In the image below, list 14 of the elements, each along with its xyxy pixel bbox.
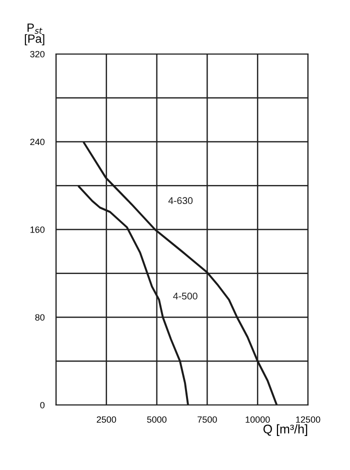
- y-tick-label: 0: [40, 402, 45, 408]
- y-tick-label: 240: [30, 138, 45, 146]
- y-axis-title: P$_{st}$ [Pa]: [24, 24, 44, 46]
- series-label: 4-500: [173, 292, 198, 300]
- y-tick-label: 160: [30, 226, 45, 233]
- x-tick-label: 10000: [246, 416, 270, 423]
- text: 4-630: [168, 197, 193, 204]
- x-tick-label: 12500: [296, 416, 320, 423]
- x-axis-title: Q [m³/h]: [263, 424, 308, 436]
- x-tick-label: 7500: [198, 416, 217, 423]
- x-tick-label: 5000: [147, 416, 166, 423]
- x-tick-label: 2500: [96, 416, 116, 423]
- y-tick-label: 80: [35, 314, 45, 321]
- y-tick-label: 320: [30, 50, 45, 58]
